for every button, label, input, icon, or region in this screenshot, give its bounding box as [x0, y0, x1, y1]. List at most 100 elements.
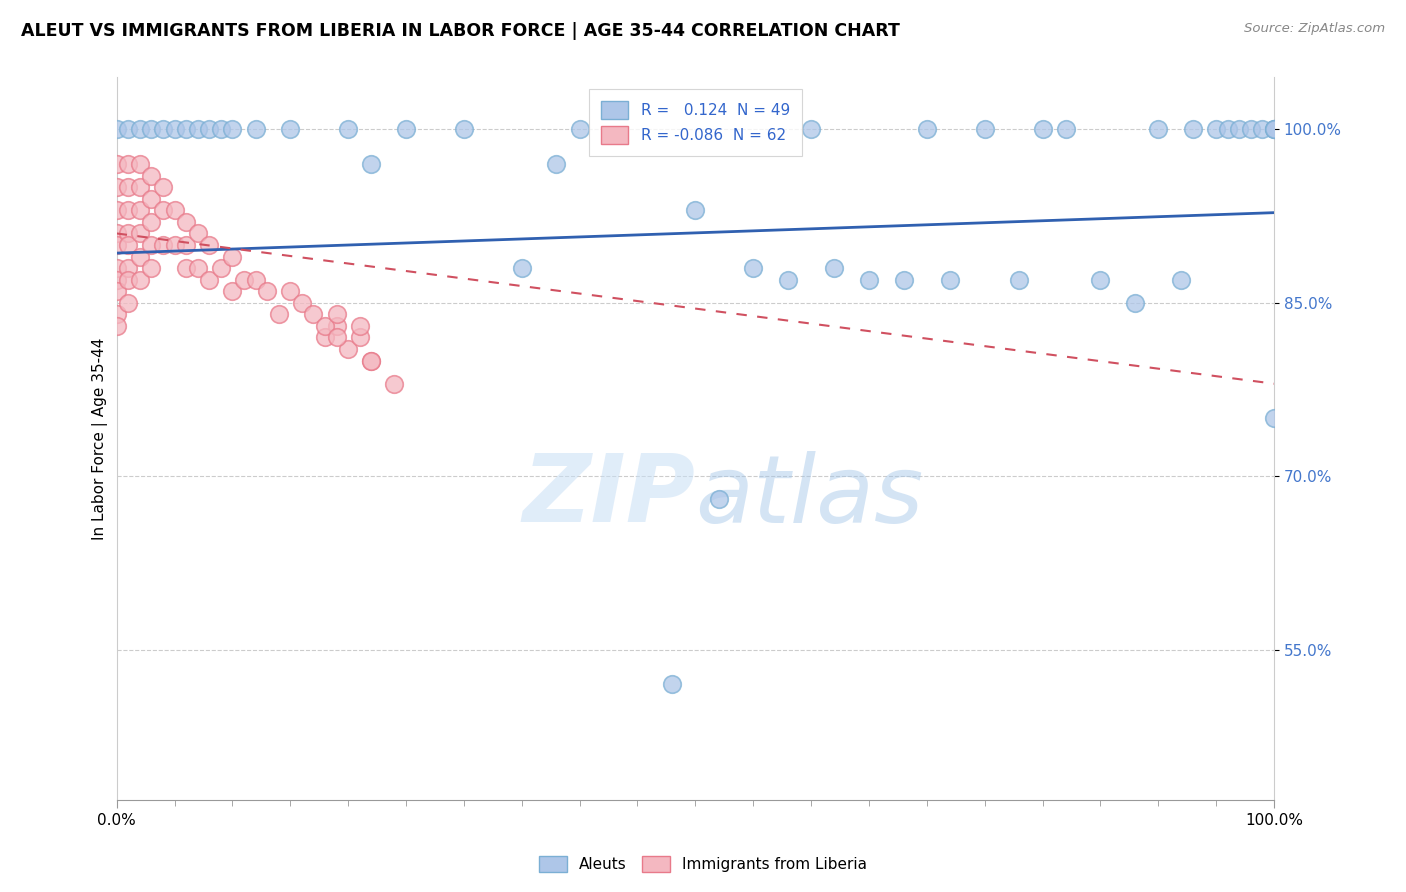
Point — [163, 203, 186, 218]
Point — [776, 273, 799, 287]
Point — [105, 307, 128, 321]
Point — [1182, 122, 1205, 136]
Point — [233, 273, 256, 287]
Point — [973, 122, 995, 136]
Point — [1227, 122, 1250, 136]
Point — [221, 122, 243, 136]
Point — [163, 238, 186, 252]
Point — [141, 192, 163, 206]
Point — [267, 307, 290, 321]
Point — [117, 238, 139, 252]
Point — [117, 273, 139, 287]
Point — [105, 261, 128, 276]
Point — [1251, 122, 1274, 136]
Point — [453, 122, 475, 136]
Point — [105, 285, 128, 299]
Point — [742, 261, 765, 276]
Point — [360, 157, 382, 171]
Point — [105, 273, 128, 287]
Point — [685, 203, 707, 218]
Point — [1008, 273, 1031, 287]
Point — [117, 157, 139, 171]
Point — [707, 492, 730, 507]
Point — [152, 122, 174, 136]
Point — [278, 122, 301, 136]
Point — [245, 122, 267, 136]
Point — [302, 307, 325, 321]
Point — [152, 180, 174, 194]
Point — [661, 677, 683, 691]
Point — [221, 250, 243, 264]
Point — [314, 318, 336, 333]
Point — [325, 318, 347, 333]
Point — [1205, 122, 1227, 136]
Point — [163, 122, 186, 136]
Point — [1054, 122, 1077, 136]
Point — [337, 342, 360, 356]
Point — [117, 122, 139, 136]
Point — [349, 330, 371, 344]
Point — [1216, 122, 1239, 136]
Point — [187, 122, 209, 136]
Point — [245, 273, 267, 287]
Point — [1263, 411, 1285, 425]
Point — [105, 122, 128, 136]
Point — [1263, 122, 1285, 136]
Point — [325, 307, 347, 321]
Point — [1170, 273, 1192, 287]
Point — [128, 273, 150, 287]
Point — [174, 261, 197, 276]
Point — [858, 273, 880, 287]
Point — [349, 318, 371, 333]
Point — [546, 157, 568, 171]
Point — [128, 250, 150, 264]
Point — [128, 122, 150, 136]
Point — [1240, 122, 1263, 136]
Point — [141, 215, 163, 229]
Point — [105, 238, 128, 252]
Point — [198, 238, 221, 252]
Point — [510, 261, 533, 276]
Point — [314, 330, 336, 344]
Point — [174, 122, 197, 136]
Point — [141, 238, 163, 252]
Point — [141, 261, 163, 276]
Point — [278, 285, 301, 299]
Point — [105, 318, 128, 333]
Point — [893, 273, 915, 287]
Text: ALEUT VS IMMIGRANTS FROM LIBERIA IN LABOR FORCE | AGE 35-44 CORRELATION CHART: ALEUT VS IMMIGRANTS FROM LIBERIA IN LABO… — [21, 22, 900, 40]
Point — [1263, 122, 1285, 136]
Point — [209, 261, 232, 276]
Point — [128, 203, 150, 218]
Point — [105, 203, 128, 218]
Point — [117, 180, 139, 194]
Point — [117, 295, 139, 310]
Point — [915, 122, 938, 136]
Point — [221, 285, 243, 299]
Point — [105, 227, 128, 241]
Point — [291, 295, 314, 310]
Point — [1090, 273, 1112, 287]
Point — [568, 122, 591, 136]
Point — [141, 122, 163, 136]
Point — [117, 203, 139, 218]
Legend: R =   0.124  N = 49, R = -0.086  N = 62: R = 0.124 N = 49, R = -0.086 N = 62 — [589, 88, 801, 156]
Point — [360, 353, 382, 368]
Point — [325, 330, 347, 344]
Point — [800, 122, 823, 136]
Text: ZIP: ZIP — [523, 450, 696, 542]
Point — [105, 180, 128, 194]
Point — [174, 215, 197, 229]
Point — [256, 285, 278, 299]
Point — [187, 227, 209, 241]
Point — [823, 261, 845, 276]
Point — [337, 122, 360, 136]
Point — [198, 122, 221, 136]
Point — [128, 180, 150, 194]
Point — [174, 238, 197, 252]
Point — [198, 273, 221, 287]
Point — [117, 261, 139, 276]
Point — [384, 376, 406, 391]
Point — [105, 157, 128, 171]
Point — [1032, 122, 1054, 136]
